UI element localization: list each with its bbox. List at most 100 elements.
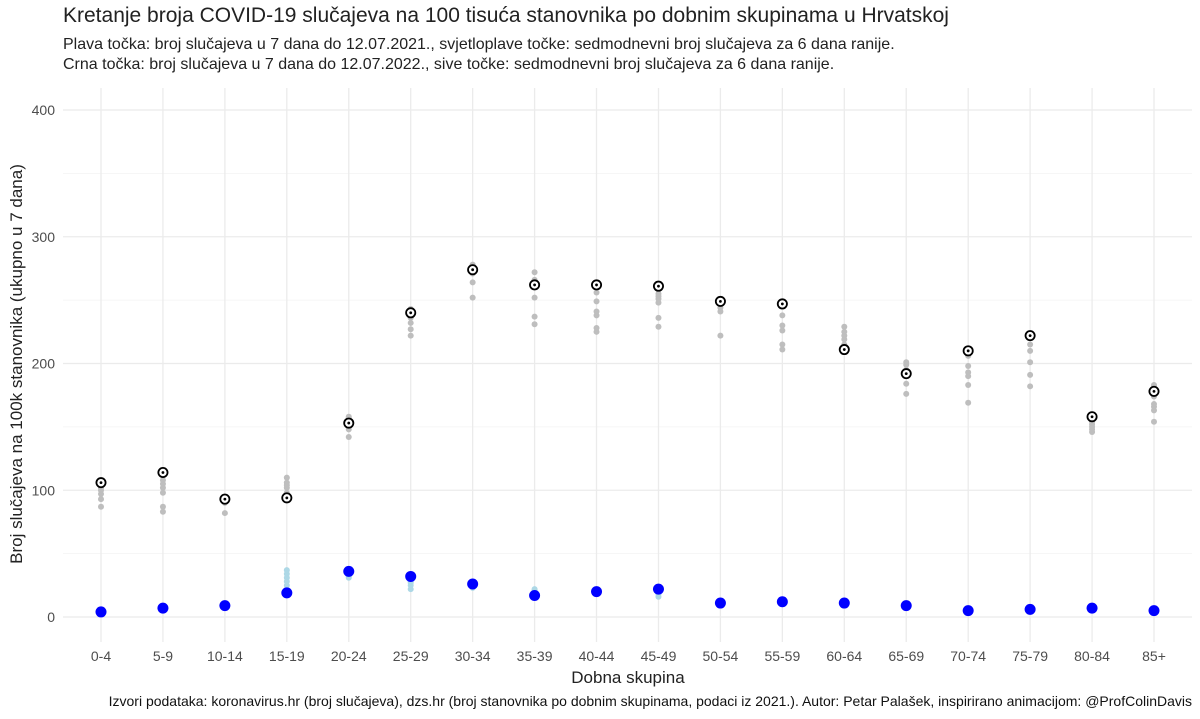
point-2022-previous-days [655, 323, 662, 330]
point-2022-previous-days [1151, 401, 1157, 408]
x-tick-label: 35-39 [517, 648, 553, 664]
point-2022-previous-days [283, 474, 290, 481]
y-tick-label: 200 [32, 356, 56, 372]
point-2022-previous-days [779, 312, 786, 319]
point-2021-current [591, 586, 603, 598]
point-2022-previous-days [283, 479, 290, 486]
x-tick-label: 65-69 [888, 648, 924, 664]
point-2022-previous-days [1027, 347, 1034, 354]
point-2022-previous-days [903, 380, 910, 387]
y-tick-label: 300 [32, 229, 56, 245]
point-2022-previous-days [841, 328, 848, 335]
point-2022-previous-days [407, 319, 414, 326]
point-2021-current [343, 565, 355, 577]
x-tick-label: 55-59 [764, 648, 800, 664]
point-2021-current [652, 583, 664, 595]
y-tick-label: 0 [47, 609, 55, 625]
point-2022-previous-days [593, 325, 600, 332]
point-2021-current [219, 600, 231, 612]
x-tick-label: 60-64 [826, 648, 862, 664]
y-tick-label: 400 [32, 102, 56, 118]
point-2021-current [405, 570, 417, 582]
point-2021-current [157, 602, 169, 614]
chart-title: Kretanje broja COVID-19 slučajeva na 100… [63, 4, 949, 27]
point-2022-current-center [285, 496, 289, 500]
y-tick-labels: 0 100 200 300 400 [32, 102, 56, 625]
point-2022-previous-days [593, 289, 600, 296]
point-2021-current [1086, 602, 1098, 614]
point-2022-current-center [966, 349, 970, 353]
point-2022-previous-days [469, 279, 476, 286]
point-2022-current-center [595, 283, 598, 287]
point-2022-current-center [842, 348, 846, 351]
point-2022-previous-days [159, 489, 166, 496]
point-2022-current-center [161, 471, 165, 474]
point-2021-current [1148, 605, 1160, 617]
point-2021-previous-days [283, 567, 290, 574]
data-points [95, 261, 1160, 618]
point-2021-current [529, 589, 541, 601]
x-tick-labels: 0-4 5-9 10-14 15-19 20-24 25-29 30-34 35-39 40-4… [91, 648, 1166, 664]
point-2021-current [1024, 603, 1036, 615]
x-tick-label: 5-9 [153, 648, 173, 664]
point-2021-current [776, 596, 788, 608]
x-tick-label: 85+ [1142, 648, 1166, 664]
point-2022-previous-days [531, 321, 538, 328]
point-2022-current-center [657, 284, 660, 288]
point-2021-current [95, 606, 107, 618]
point-2022-current-center [409, 311, 413, 315]
point-2022-previous-days [159, 508, 166, 515]
point-2022-current-center [719, 299, 722, 303]
point-2022-current-center [223, 497, 227, 501]
chart-subtitle-line-2: Crna točka: broj slučajeva u 7 dana do 1… [63, 56, 835, 73]
point-2022-previous-days [593, 308, 600, 315]
point-2022-previous-days [965, 382, 972, 389]
point-2022-previous-days [469, 294, 476, 301]
x-tick-label: 15-19 [269, 648, 305, 664]
point-2022-previous-days [841, 323, 848, 330]
point-2022-previous-days [531, 269, 538, 276]
point-2022-previous-days [655, 314, 662, 321]
point-2022-previous-days [345, 434, 352, 441]
y-tick-label: 100 [32, 482, 56, 498]
point-2022-previous-days [407, 332, 414, 339]
point-2022-current-center [1090, 415, 1094, 419]
x-tick-label: 80-84 [1074, 648, 1110, 664]
point-2021-current [714, 597, 726, 609]
chart-subtitle-line-1: Plava točka: broj slučajeva u 7 dana do … [63, 36, 895, 53]
point-2022-current-center [533, 283, 536, 287]
point-2022-previous-days [531, 313, 538, 320]
x-tick-label: 70-74 [950, 648, 986, 664]
point-2022-previous-days [779, 322, 786, 329]
chart-caption: Izvori podataka: koronavirus.hr (broj sl… [108, 693, 1192, 709]
point-2021-current [281, 587, 293, 599]
point-2021-current [962, 605, 974, 617]
y-axis-title: Broj slučajeva na 100k stanovnika (ukupn… [7, 164, 26, 564]
point-2022-previous-days [98, 503, 104, 510]
point-2022-previous-days [965, 399, 972, 406]
point-2022-previous-days [1027, 341, 1034, 348]
point-2022-previous-days [965, 363, 972, 370]
x-tick-label: 40-44 [579, 648, 615, 664]
point-2022-previous-days [717, 332, 724, 339]
x-tick-label: 30-34 [455, 648, 491, 664]
point-2022-previous-days [1027, 383, 1034, 390]
point-2022-previous-days [159, 477, 166, 484]
point-2022-previous-days [221, 510, 228, 517]
point-2022-previous-days [903, 390, 910, 397]
x-tick-label: 10-14 [207, 648, 243, 664]
point-2022-previous-days [779, 346, 786, 353]
point-2022-current-center [1152, 389, 1156, 393]
point-2021-current [900, 600, 912, 612]
point-2022-current-center [904, 372, 908, 376]
point-2022-previous-days [1027, 371, 1034, 378]
point-2022-previous-days [965, 369, 972, 376]
point-2022-previous-days [159, 503, 166, 510]
point-2022-current-center [99, 481, 103, 485]
x-tick-label: 25-29 [393, 648, 429, 664]
point-2022-previous-days [1027, 359, 1034, 366]
point-2022-previous-days [98, 496, 104, 503]
point-2022-previous-days [531, 294, 538, 301]
point-2022-previous-days [593, 298, 600, 305]
